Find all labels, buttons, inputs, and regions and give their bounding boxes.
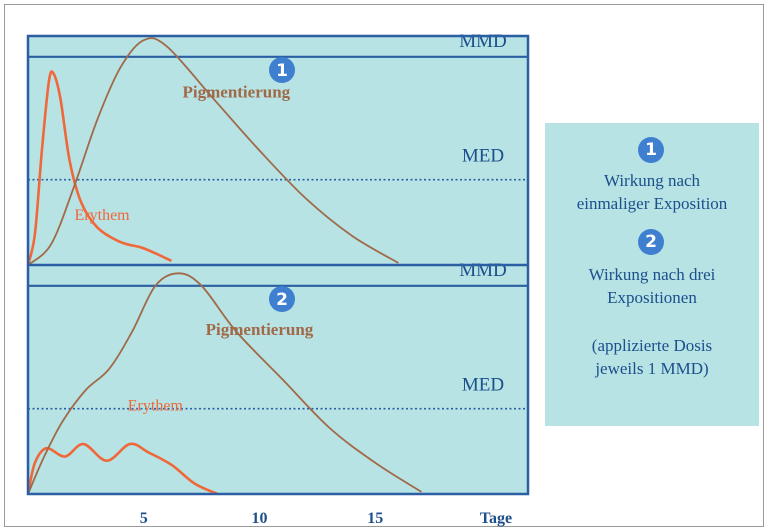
legend-line-4: Expositionen: [607, 288, 697, 307]
x-tick-label-5: 5: [140, 510, 148, 527]
panel-badge-number-1: 1: [276, 61, 288, 81]
series-label-erythem-1: Erythem: [75, 207, 131, 224]
legend-line-6: jeweils 1 MMD): [595, 359, 709, 378]
series-line-pigmentierung-2: [27, 272, 422, 495]
panel-badge-number-2: 2: [276, 290, 288, 310]
legend-line-5: (applizierte Dosis: [591, 336, 713, 355]
series-line-erythem-1: [26, 70, 173, 266]
series-line-erythem-2: [26, 442, 219, 496]
threshold-label-med-1: MED: [462, 146, 504, 167]
panel-badge-1: [269, 57, 295, 83]
threshold-label-med-2: MED: [462, 375, 504, 396]
x-axis-label: Tage: [480, 510, 512, 527]
threshold-label-mmd-1: MMD: [459, 31, 507, 52]
series-line-pigmentierung-1: [27, 37, 399, 266]
legend-line-2: einmaliger Exposition: [576, 194, 728, 213]
series-label-pigmentierung-2: Pigmentierung: [206, 320, 314, 339]
legend-line-3: Wirkung nach drei: [588, 265, 716, 284]
x-tick-label-15: 15: [367, 510, 383, 527]
series-label-pigmentierung-1: Pigmentierung: [183, 82, 291, 101]
threshold-label-mmd-2: MMD: [459, 260, 507, 281]
x-tick-label-10: 10: [251, 510, 267, 527]
legend-badge-2: 2: [638, 229, 664, 255]
series-label-erythem-2: Erythem: [128, 397, 184, 414]
panel-badge-2: [269, 286, 295, 312]
legend-line-1: Wirkung nach: [603, 171, 701, 190]
legend-badge-1: 1: [638, 137, 664, 163]
legend-box: 1 Wirkung nach einmaliger Exposition 2 W…: [545, 123, 759, 426]
